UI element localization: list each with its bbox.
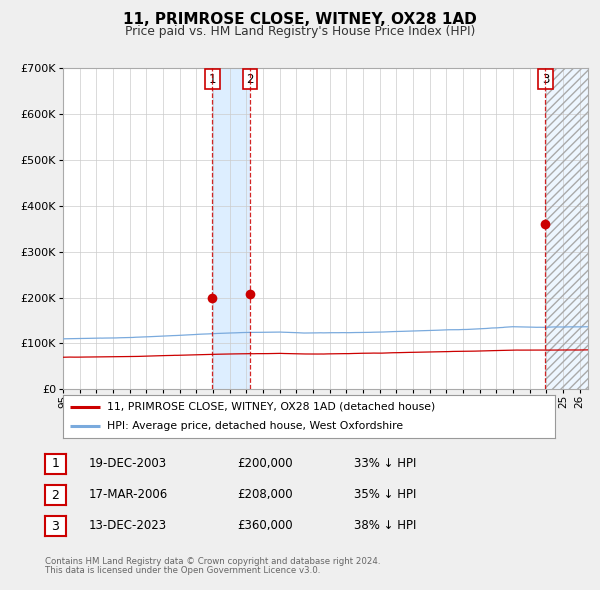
Bar [212,68,250,389]
Text: 17-MAR-2006: 17-MAR-2006 [89,488,168,501]
Text: 3: 3 [542,73,549,86]
Text: £200,000: £200,000 [237,457,293,470]
Text: HPI: Average price, detached house, West Oxfordshire: HPI: Average price, detached house, West… [107,421,403,431]
Text: 3: 3 [52,520,59,533]
Text: 2: 2 [246,73,254,86]
Text: This data is licensed under the Open Government Licence v3.0.: This data is licensed under the Open Gov… [45,566,320,575]
Text: 13-DEC-2023: 13-DEC-2023 [89,519,167,532]
Text: 11, PRIMROSE CLOSE, WITNEY, OX28 1AD: 11, PRIMROSE CLOSE, WITNEY, OX28 1AD [123,12,477,27]
Text: 1: 1 [52,457,59,470]
Text: £208,000: £208,000 [237,488,293,501]
Text: 1: 1 [209,73,216,86]
Bar [545,68,588,389]
Text: 33% ↓ HPI: 33% ↓ HPI [354,457,416,470]
Text: 11, PRIMROSE CLOSE, WITNEY, OX28 1AD (detached house): 11, PRIMROSE CLOSE, WITNEY, OX28 1AD (de… [107,402,436,412]
Bar [545,68,588,389]
Text: 38% ↓ HPI: 38% ↓ HPI [354,519,416,532]
Text: 2: 2 [52,489,59,502]
Text: £360,000: £360,000 [237,519,293,532]
Text: Contains HM Land Registry data © Crown copyright and database right 2024.: Contains HM Land Registry data © Crown c… [45,558,380,566]
Text: 35% ↓ HPI: 35% ↓ HPI [354,488,416,501]
Text: Price paid vs. HM Land Registry's House Price Index (HPI): Price paid vs. HM Land Registry's House … [125,25,475,38]
Text: 19-DEC-2003: 19-DEC-2003 [89,457,167,470]
